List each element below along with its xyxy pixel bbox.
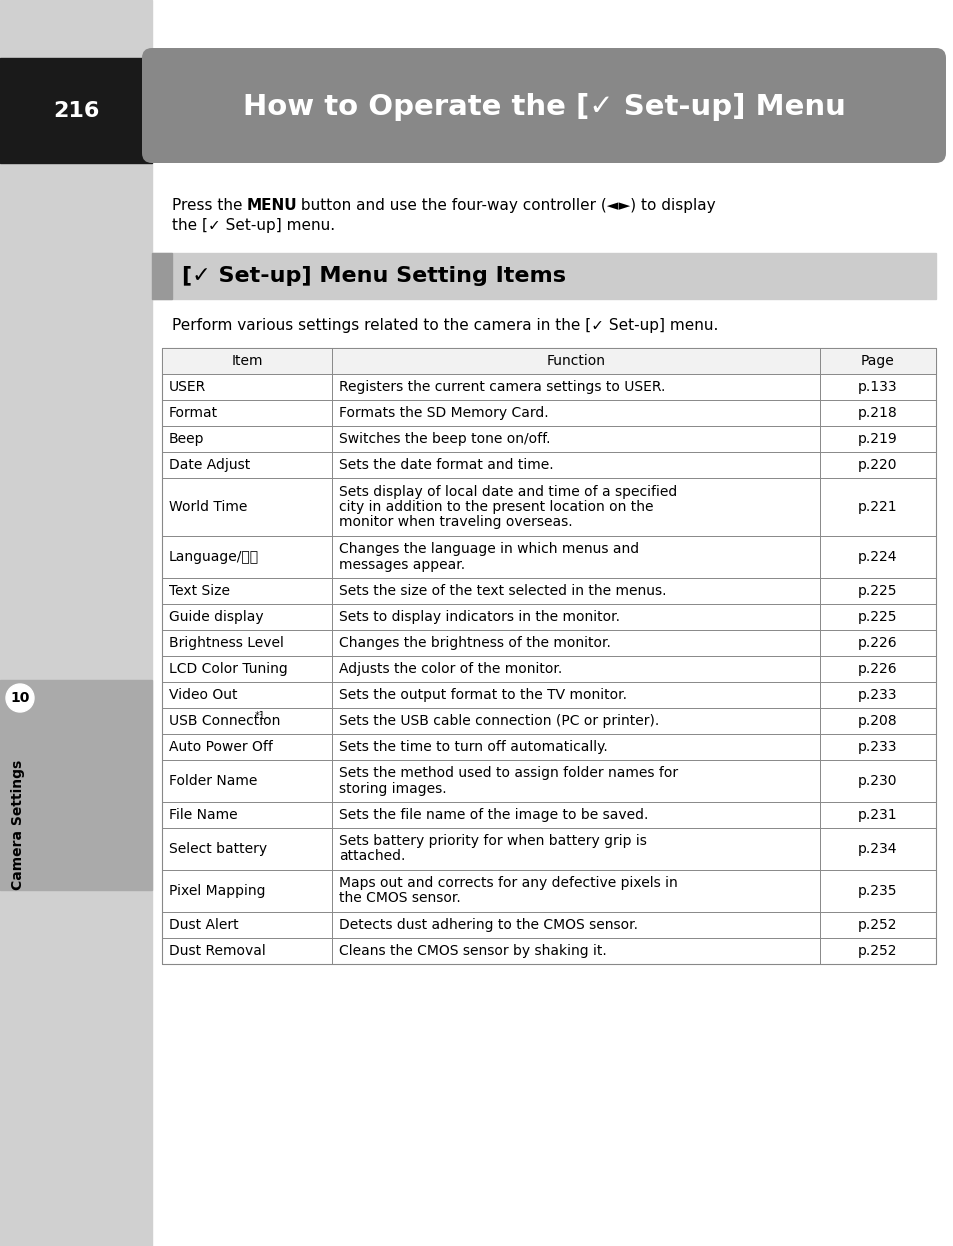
Text: Select battery: Select battery: [169, 842, 267, 856]
Text: [✓ Set-up] Menu Setting Items: [✓ Set-up] Menu Setting Items: [182, 265, 565, 287]
Text: Detects dust adhering to the CMOS sensor.: Detects dust adhering to the CMOS sensor…: [339, 918, 638, 932]
Text: Registers the current camera settings to USER.: Registers the current camera settings to…: [339, 380, 665, 394]
Text: Guide display: Guide display: [169, 611, 263, 624]
Text: Format: Format: [169, 406, 218, 420]
Text: Text Size: Text Size: [169, 584, 230, 598]
Text: Sets the method used to assign folder names for: Sets the method used to assign folder na…: [339, 766, 678, 780]
Text: MENU: MENU: [247, 198, 297, 213]
Text: Changes the language in which menus and: Changes the language in which menus and: [339, 542, 639, 557]
Bar: [0, 680, 152, 890]
Text: Page: Page: [861, 354, 894, 368]
Text: Formats the SD Memory Card.: Formats the SD Memory Card.: [339, 406, 548, 420]
Text: Language/言語: Language/言語: [169, 549, 259, 564]
Text: Sets the output format to the TV monitor.: Sets the output format to the TV monitor…: [339, 688, 627, 701]
Text: button and use the four-way controller (◄►) to display: button and use the four-way controller (…: [295, 198, 715, 213]
Text: p.233: p.233: [858, 740, 897, 754]
Bar: [0, 59, 152, 163]
Text: Camera Settings: Camera Settings: [11, 760, 25, 890]
Text: Pixel Mapping: Pixel Mapping: [169, 883, 265, 898]
Text: Sets to display indicators in the monitor.: Sets to display indicators in the monito…: [339, 611, 619, 624]
Text: p.221: p.221: [858, 500, 897, 515]
FancyBboxPatch shape: [142, 49, 945, 163]
Text: Function: Function: [546, 354, 605, 368]
Bar: [152, 253, 935, 299]
Text: Brightness Level: Brightness Level: [169, 635, 284, 650]
Text: Cleans the CMOS sensor by shaking it.: Cleans the CMOS sensor by shaking it.: [339, 944, 606, 958]
Bar: [152, 253, 172, 299]
Text: World Time: World Time: [169, 500, 247, 515]
Text: p.225: p.225: [858, 584, 897, 598]
Text: Sets the time to turn off automatically.: Sets the time to turn off automatically.: [339, 740, 607, 754]
Text: *1: *1: [254, 711, 265, 721]
Text: Date Adjust: Date Adjust: [169, 459, 250, 472]
Circle shape: [6, 684, 34, 711]
Text: Dust Removal: Dust Removal: [169, 944, 266, 958]
Text: city in addition to the present location on the: city in addition to the present location…: [339, 500, 653, 515]
Text: p.225: p.225: [858, 611, 897, 624]
Text: p.231: p.231: [858, 807, 897, 822]
Text: p.252: p.252: [858, 918, 897, 932]
Text: p.234: p.234: [858, 842, 897, 856]
Text: p.235: p.235: [858, 883, 897, 898]
Text: p.252: p.252: [858, 944, 897, 958]
Bar: [162, 348, 935, 964]
Text: USB Connection: USB Connection: [169, 714, 280, 728]
Text: LCD Color Tuning: LCD Color Tuning: [169, 662, 288, 677]
Text: USER: USER: [169, 380, 206, 394]
Text: p.233: p.233: [858, 688, 897, 701]
Text: Perform various settings related to the camera in the [✓ Set-up] menu.: Perform various settings related to the …: [172, 318, 718, 333]
Text: attached.: attached.: [339, 850, 405, 863]
Text: storing images.: storing images.: [339, 781, 446, 795]
Text: Sets the date format and time.: Sets the date format and time.: [339, 459, 554, 472]
Text: p.133: p.133: [858, 380, 897, 394]
Text: Dust Alert: Dust Alert: [169, 918, 238, 932]
Text: Sets the file name of the image to be saved.: Sets the file name of the image to be sa…: [339, 807, 648, 822]
Text: p.218: p.218: [857, 406, 897, 420]
Text: messages appear.: messages appear.: [339, 557, 465, 572]
Text: Sets the size of the text selected in the menus.: Sets the size of the text selected in th…: [339, 584, 666, 598]
Text: Adjusts the color of the monitor.: Adjusts the color of the monitor.: [339, 662, 562, 677]
Text: Sets display of local date and time of a specified: Sets display of local date and time of a…: [339, 485, 677, 498]
Text: p.219: p.219: [857, 432, 897, 446]
Text: Video Out: Video Out: [169, 688, 237, 701]
Text: Folder Name: Folder Name: [169, 774, 257, 787]
Bar: [0, 0, 152, 1246]
Text: Press the: Press the: [172, 198, 247, 213]
Text: p.226: p.226: [858, 635, 897, 650]
Text: Changes the brightness of the monitor.: Changes the brightness of the monitor.: [339, 635, 611, 650]
Text: the [✓ Set-up] menu.: the [✓ Set-up] menu.: [172, 218, 335, 233]
Text: p.230: p.230: [858, 774, 897, 787]
Text: Sets battery priority for when battery grip is: Sets battery priority for when battery g…: [339, 835, 646, 849]
Text: Switches the beep tone on/off.: Switches the beep tone on/off.: [339, 432, 550, 446]
Text: Maps out and corrects for any defective pixels in: Maps out and corrects for any defective …: [339, 876, 678, 891]
Text: File Name: File Name: [169, 807, 237, 822]
Text: 10: 10: [10, 692, 30, 705]
Text: Sets the USB cable connection (PC or printer).: Sets the USB cable connection (PC or pri…: [339, 714, 659, 728]
Text: the CMOS sensor.: the CMOS sensor.: [339, 891, 460, 906]
Text: p.208: p.208: [858, 714, 897, 728]
Text: Item: Item: [232, 354, 263, 368]
Bar: [162, 348, 935, 374]
Text: Beep: Beep: [169, 432, 204, 446]
Text: How to Operate the [✓ Set-up] Menu: How to Operate the [✓ Set-up] Menu: [242, 93, 844, 121]
Text: monitor when traveling overseas.: monitor when traveling overseas.: [339, 515, 573, 530]
Text: p.226: p.226: [858, 662, 897, 677]
Text: p.224: p.224: [858, 549, 897, 564]
Text: p.220: p.220: [858, 459, 897, 472]
Text: 216: 216: [52, 101, 99, 121]
Text: Auto Power Off: Auto Power Off: [169, 740, 273, 754]
